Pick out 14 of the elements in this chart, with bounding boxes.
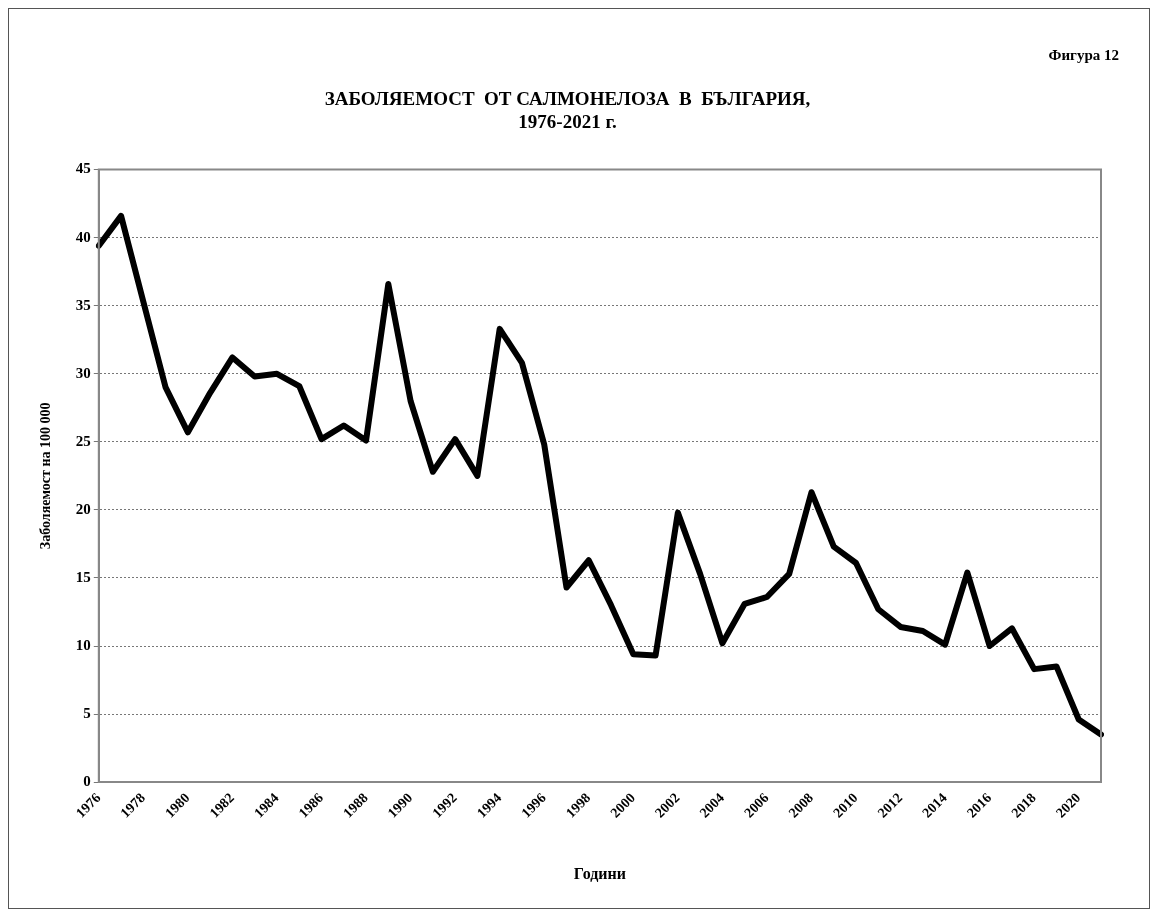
y-tick-label: 45 [75,160,91,177]
y-tick-label: 20 [75,500,91,517]
y-tick-label: 0 [83,773,91,789]
y-axis-title: Заболяемост на 100 000 [38,402,54,550]
y-tick-label: 40 [75,228,91,245]
y-tick-label: 35 [75,296,91,313]
y-tick-label: 10 [75,636,91,653]
x-axis-title: Години [573,864,626,882]
y-tick-label: 30 [75,364,91,381]
y-tick-label: 25 [75,432,91,449]
y-tick-label: 15 [75,568,91,585]
y-tick-label: 5 [83,704,91,721]
chart-title: ЗАБОЛЯЕМОСТ ОТ САЛМОНЕЛОЗА В БЪЛГАРИЯ, 1976-2021 г. [324,88,811,133]
text: Фигура 12 [1048,47,1119,64]
